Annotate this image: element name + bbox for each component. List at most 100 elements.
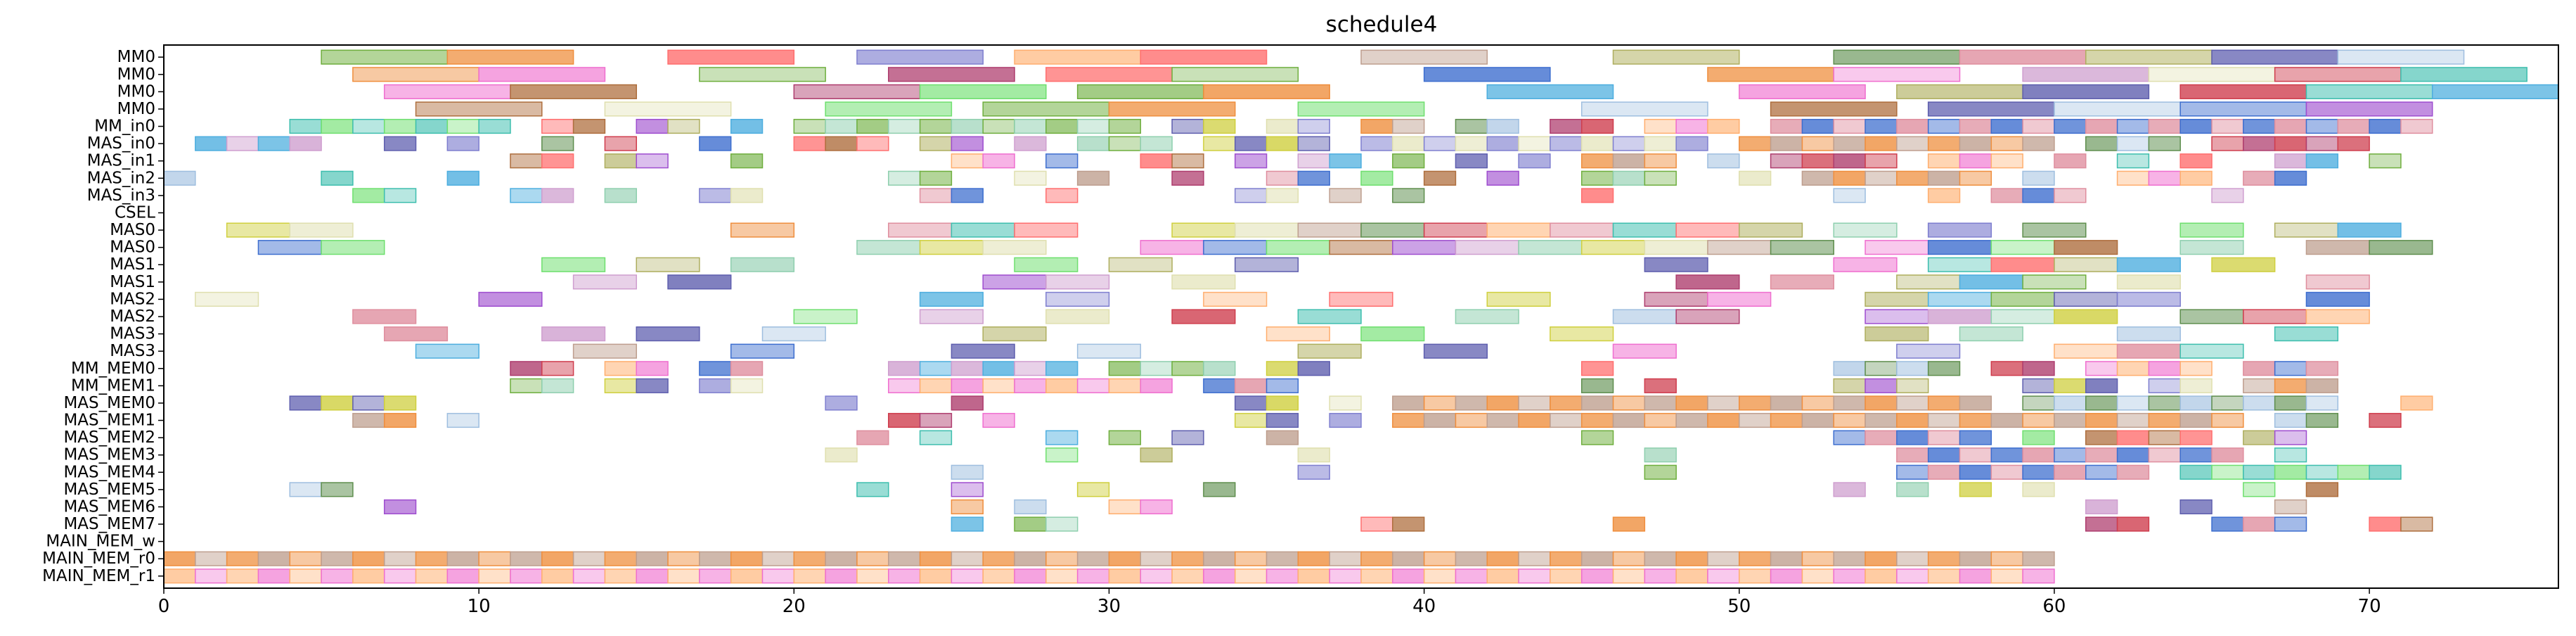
task-bar — [1580, 568, 1614, 584]
task-bar — [446, 118, 479, 134]
task-bar — [1865, 136, 1898, 151]
task-bar — [793, 84, 921, 99]
task-bar — [1171, 170, 1204, 186]
task-bar — [1707, 153, 1740, 169]
task-bar — [1108, 257, 1173, 272]
task-bar — [1392, 568, 1425, 584]
task-bar — [1108, 430, 1142, 445]
task-bar — [2369, 412, 2402, 428]
task-bar — [2400, 395, 2433, 411]
task-bar — [919, 551, 953, 566]
task-bar — [2085, 49, 2213, 65]
task-bar — [478, 67, 606, 82]
task-bar — [982, 361, 1015, 376]
task-bar — [856, 482, 889, 497]
task-bar — [289, 551, 322, 566]
task-bar — [321, 49, 449, 65]
task-bar — [825, 447, 858, 463]
task-bar — [919, 309, 984, 324]
task-bar — [2179, 343, 2244, 359]
task-bar — [951, 551, 984, 566]
task-bar — [919, 568, 953, 584]
task-bar — [1801, 170, 1834, 186]
task-bar — [1266, 430, 1299, 445]
task-bar — [1580, 430, 1614, 445]
task-bar — [1076, 118, 1110, 134]
task-bar — [1108, 118, 1142, 134]
task-bar — [1896, 170, 1929, 186]
task-bar — [2305, 84, 2433, 99]
task-bar — [1045, 67, 1173, 82]
task-bar — [699, 361, 732, 376]
task-bar — [2400, 118, 2433, 134]
row-label: MM0 — [117, 65, 155, 84]
task-bar — [1455, 412, 1488, 428]
task-bar — [195, 551, 228, 566]
task-bar — [636, 153, 669, 169]
task-bar — [919, 361, 953, 376]
row-label: MAS_MEM2 — [63, 428, 155, 447]
task-bar — [982, 118, 1015, 134]
task-bar — [1076, 170, 1110, 186]
task-bar — [1266, 412, 1299, 428]
task-bar — [1865, 430, 1898, 445]
task-bar — [1927, 222, 1992, 238]
task-bar — [541, 136, 574, 151]
task-bar — [383, 568, 417, 584]
task-bar — [1045, 274, 1110, 290]
task-bar — [383, 188, 417, 203]
task-bar — [1329, 568, 1362, 584]
task-bar — [1423, 412, 1457, 428]
task-bar — [289, 136, 322, 151]
row-label: MAIN_MEM_r0 — [42, 549, 155, 568]
task-bar — [2022, 170, 2055, 186]
task-bar — [951, 464, 984, 480]
task-bar — [1990, 551, 2023, 566]
task-bar — [1329, 291, 1393, 307]
task-bar — [1550, 222, 1614, 238]
task-bar — [2085, 395, 2118, 411]
row-label: MAS3 — [110, 325, 155, 343]
task-bar — [1612, 551, 1646, 566]
task-bar — [730, 257, 795, 272]
task-bar — [1644, 378, 1677, 393]
task-bar — [1171, 309, 1236, 324]
task-bar — [2243, 430, 2276, 445]
task-bar — [446, 568, 479, 584]
task-bar — [1580, 170, 1614, 186]
task-bar — [2085, 412, 2118, 428]
task-bar — [352, 309, 417, 324]
task-bar — [2116, 516, 2150, 532]
task-bar — [1644, 257, 1708, 272]
task-bar — [1518, 153, 1551, 169]
task-bar — [2305, 482, 2339, 497]
task-bar — [1550, 568, 1583, 584]
task-bar — [761, 568, 795, 584]
task-bar — [1801, 551, 1834, 566]
task-bar — [2211, 412, 2244, 428]
task-bar — [1770, 153, 1803, 169]
task-bar — [1675, 136, 1708, 151]
task-bar — [2305, 309, 2370, 324]
task-bar — [541, 153, 574, 169]
task-bar — [1959, 49, 2087, 65]
task-bar — [510, 153, 543, 169]
task-bar — [1833, 551, 1866, 566]
task-bar — [793, 136, 826, 151]
task-bar — [2054, 343, 2118, 359]
task-bar — [1203, 136, 1236, 151]
task-bar — [1896, 568, 1929, 584]
task-bar — [510, 568, 543, 584]
task-bar — [1580, 240, 1646, 255]
task-bar — [1076, 568, 1110, 584]
task-bar — [226, 136, 259, 151]
task-bar — [1266, 188, 1299, 203]
row-label: MAS1 — [110, 255, 155, 274]
task-bar — [1927, 240, 1992, 255]
task-bar — [1045, 118, 1078, 134]
task-bar — [1990, 568, 2023, 584]
task-bar — [2337, 49, 2465, 65]
task-bar — [1171, 430, 1204, 445]
task-bar — [2116, 118, 2150, 134]
task-bar — [604, 378, 637, 393]
